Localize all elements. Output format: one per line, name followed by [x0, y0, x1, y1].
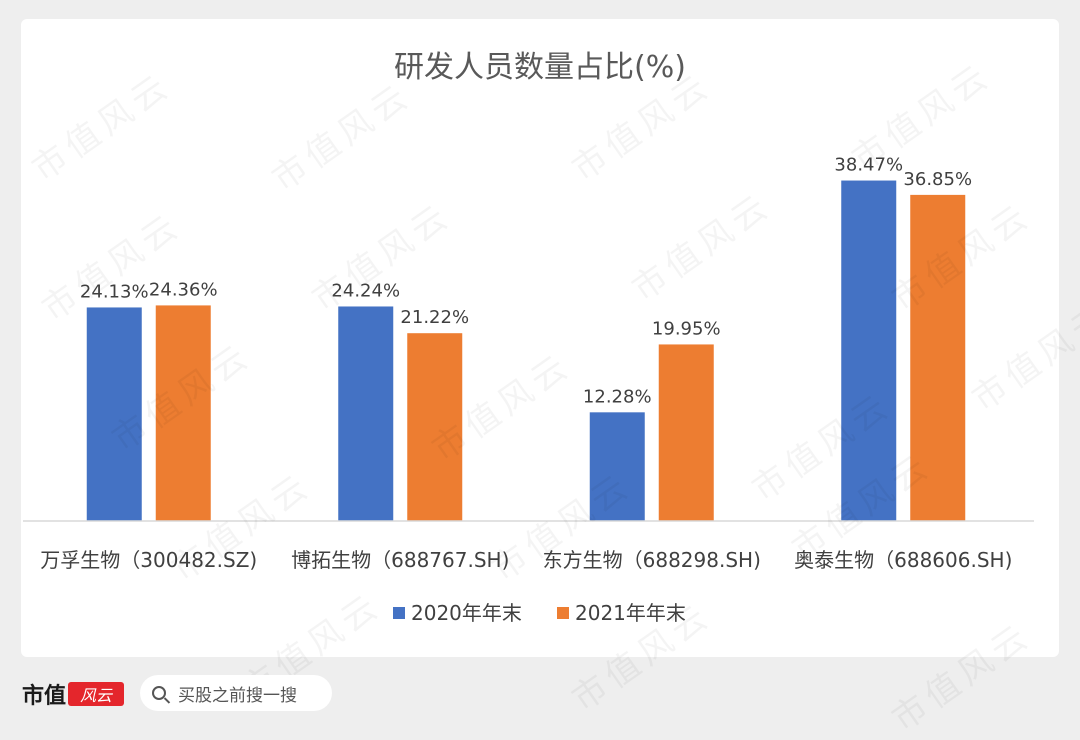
category-label-4: 奥泰生物（688606.SH) [794, 548, 1012, 572]
category-label-1: 万孚生物（300482.SZ) [40, 548, 257, 572]
data-label-1-1: 24.13% [80, 281, 149, 302]
bar-2-3 [658, 344, 714, 521]
search-bar[interactable]: 买股之前搜一搜 [140, 675, 332, 711]
data-label-2-3: 19.95% [652, 318, 721, 339]
data-label-1-3: 12.28% [583, 386, 652, 407]
brand-logo: 风云 [68, 682, 125, 706]
bar-1-3 [589, 412, 645, 521]
legend-swatch-1 [393, 607, 405, 619]
legend-label-2: 2021年年末 [575, 601, 686, 625]
legend-swatch-2 [557, 607, 569, 619]
bar-2-1 [155, 305, 211, 521]
brand[interactable]: 市值 风云 [22, 679, 125, 709]
bar-1-1 [86, 307, 142, 521]
chart-title: 研发人员数量占比(%) [394, 50, 686, 85]
chart-card: 研发人员数量占比(%) 24.13% 24.36% 24.24% 21.22% 12.2… [21, 19, 1059, 657]
legend-label-1: 2020年年末 [411, 601, 522, 625]
data-label-2-4: 36.85% [903, 169, 972, 190]
bar-chart: 研发人员数量占比(%) 24.13% 24.36% 24.24%21.22% 12.2… [23, 50, 1034, 625]
search-placeholder: 买股之前搜一搜 [178, 685, 297, 706]
data-label-1-4: 38.47% [834, 155, 903, 176]
category-label-2: 博拓生物（688767.SH) [291, 548, 509, 572]
data-label-2-2: 21.22% [400, 307, 469, 328]
data-label-2-1: 24.36% [149, 279, 218, 300]
brand-name: 市值 [22, 683, 67, 709]
bar-2-2 [407, 333, 463, 521]
category-label-3: 东方生物（688298.SH) [543, 548, 761, 572]
bar-2-4 [910, 194, 966, 521]
data-label-1-2: 24.24% [331, 280, 400, 301]
footer: 市值 风云 买股之前搜一搜 [0, 657, 1080, 729]
bar-1-2 [338, 306, 394, 521]
bar-1-4 [841, 180, 897, 521]
search-icon [152, 686, 166, 700]
